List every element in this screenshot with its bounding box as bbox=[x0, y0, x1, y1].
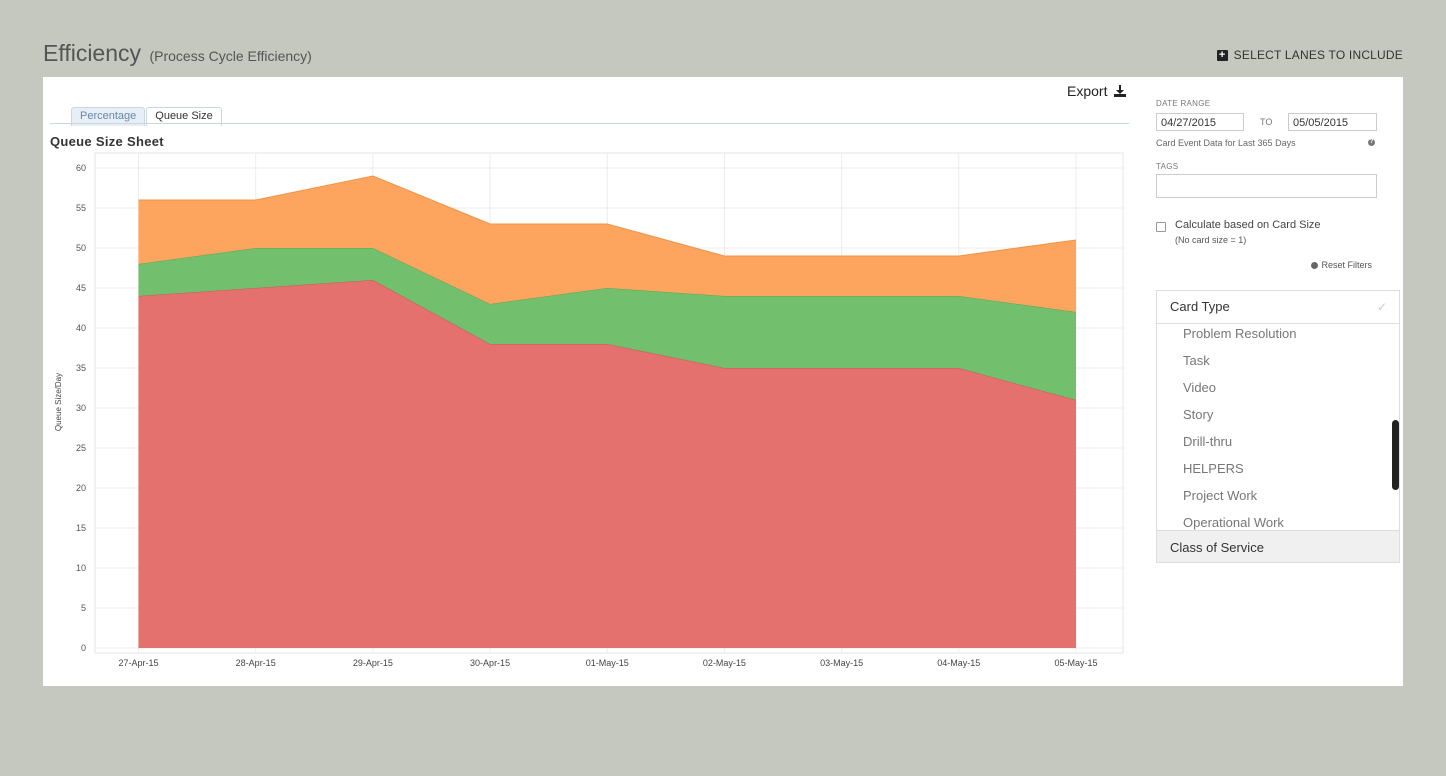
select-lanes-label: SELECT LANES TO INCLUDE bbox=[1233, 48, 1403, 62]
gear-icon bbox=[1311, 262, 1319, 269]
list-item[interactable]: Story bbox=[1183, 407, 1214, 422]
report-panel: Export Percentage Queue Size Queue Size S… bbox=[43, 77, 1403, 686]
x-tick-label: 30-Apr-15 bbox=[470, 658, 510, 668]
x-tick-label: 28-Apr-15 bbox=[236, 658, 276, 668]
list-item[interactable]: Project Work bbox=[1183, 488, 1258, 503]
date-from-input[interactable]: 04/27/2015 bbox=[1156, 113, 1244, 131]
date-to-label: TO bbox=[1260, 117, 1273, 127]
y-axis-label: Queue Size/Day bbox=[54, 373, 63, 431]
y-tick-label: 50 bbox=[76, 243, 86, 253]
series-area-2 bbox=[138, 248, 1076, 400]
x-tick-label: 03-May-15 bbox=[820, 658, 863, 668]
card-type-list: Problem Resolution Task Video Story Dril… bbox=[1157, 324, 1399, 531]
y-tick-label: 15 bbox=[76, 523, 86, 533]
y-tick-label: 5 bbox=[81, 603, 86, 613]
y-tick-label: 25 bbox=[76, 443, 86, 453]
y-tick-label: 40 bbox=[76, 323, 86, 333]
checkmark-icon[interactable]: ✓ bbox=[1376, 300, 1387, 314]
help-icon[interactable]: ? bbox=[1368, 139, 1375, 146]
tabs-divider bbox=[50, 123, 1129, 124]
tab-percentage[interactable]: Percentage bbox=[71, 107, 146, 126]
list-item[interactable]: HELPERS bbox=[1183, 461, 1244, 476]
x-tick-label: 01-May-15 bbox=[586, 658, 629, 668]
series-line-3 bbox=[138, 175, 1077, 257]
card-type-header[interactable]: Card Type ✓ bbox=[1157, 291, 1399, 324]
y-tick-label: 20 bbox=[76, 483, 86, 493]
tags-label: TAGS bbox=[1156, 162, 1179, 171]
list-scrollbar[interactable] bbox=[1392, 420, 1399, 490]
card-size-label: Calculate based on Card Size bbox=[1175, 219, 1321, 231]
y-tick-label: 0 bbox=[81, 643, 86, 653]
tags-input[interactable] bbox=[1156, 174, 1377, 198]
list-item[interactable]: Video bbox=[1183, 380, 1217, 395]
page-title-main: Efficiency bbox=[43, 40, 142, 66]
y-tick-label: 10 bbox=[76, 563, 86, 573]
download-icon bbox=[1114, 85, 1127, 97]
y-tick-label: 30 bbox=[76, 403, 86, 413]
series-area-1 bbox=[138, 280, 1076, 648]
list-item[interactable]: Problem Resolution bbox=[1183, 326, 1297, 341]
list-item[interactable]: Task bbox=[1183, 353, 1210, 368]
y-tick-label: 35 bbox=[76, 363, 86, 373]
reset-filters-button[interactable]: Reset Filters bbox=[1311, 260, 1372, 270]
queue-size-chart: 0 5 10 15 20 25 30 35 40 45 50 55 60 27-Apr-15 28-Apr-… bbox=[54, 152, 1124, 668]
card-size-sub: (No card size = 1) bbox=[1175, 235, 1247, 245]
card-type-filter: Card Type ✓ Problem Resolution Task Vide… bbox=[1156, 290, 1400, 563]
select-lanes-button[interactable]: + SELECT LANES TO INCLUDE bbox=[1216, 48, 1403, 62]
x-tick-label: 02-May-15 bbox=[703, 658, 746, 668]
list-item[interactable]: Drill-thru bbox=[1183, 434, 1233, 449]
plus-icon: + bbox=[1216, 49, 1228, 61]
x-tick-label: 05-May-15 bbox=[1054, 658, 1097, 668]
chart-tabs: Percentage Queue Size bbox=[71, 106, 223, 126]
class-of-service-header[interactable]: Class of Service bbox=[1157, 530, 1399, 562]
x-tick-label: 27-Apr-15 bbox=[118, 658, 158, 668]
tab-queue-size[interactable]: Queue Size bbox=[146, 107, 222, 126]
chart-title: Queue Size Sheet bbox=[50, 134, 164, 149]
y-tick-label: 45 bbox=[76, 283, 86, 293]
series-area-3 bbox=[138, 176, 1076, 312]
export-label: Export bbox=[1067, 83, 1108, 99]
y-tick-label: 55 bbox=[76, 203, 86, 213]
card-size-checkbox[interactable] bbox=[1156, 222, 1166, 232]
list-item[interactable]: Operational Work bbox=[1183, 515, 1284, 530]
date-hint: Card Event Data for Last 365 Days bbox=[1156, 138, 1296, 148]
x-tick-label: 04-May-15 bbox=[937, 658, 980, 668]
page-title: Efficiency (Process Cycle Efficiency) bbox=[43, 40, 312, 67]
y-tick-label: 60 bbox=[76, 163, 86, 173]
date-to-input[interactable]: 05/05/2015 bbox=[1288, 113, 1377, 131]
export-button[interactable]: Export bbox=[1067, 83, 1127, 99]
page-subtitle: (Process Cycle Efficiency) bbox=[149, 48, 312, 64]
card-type-title: Card Type bbox=[1170, 299, 1230, 314]
date-range-label: DATE RANGE bbox=[1156, 99, 1211, 108]
x-tick-label: 29-Apr-15 bbox=[353, 658, 393, 668]
reset-filters-label: Reset Filters bbox=[1321, 260, 1372, 270]
